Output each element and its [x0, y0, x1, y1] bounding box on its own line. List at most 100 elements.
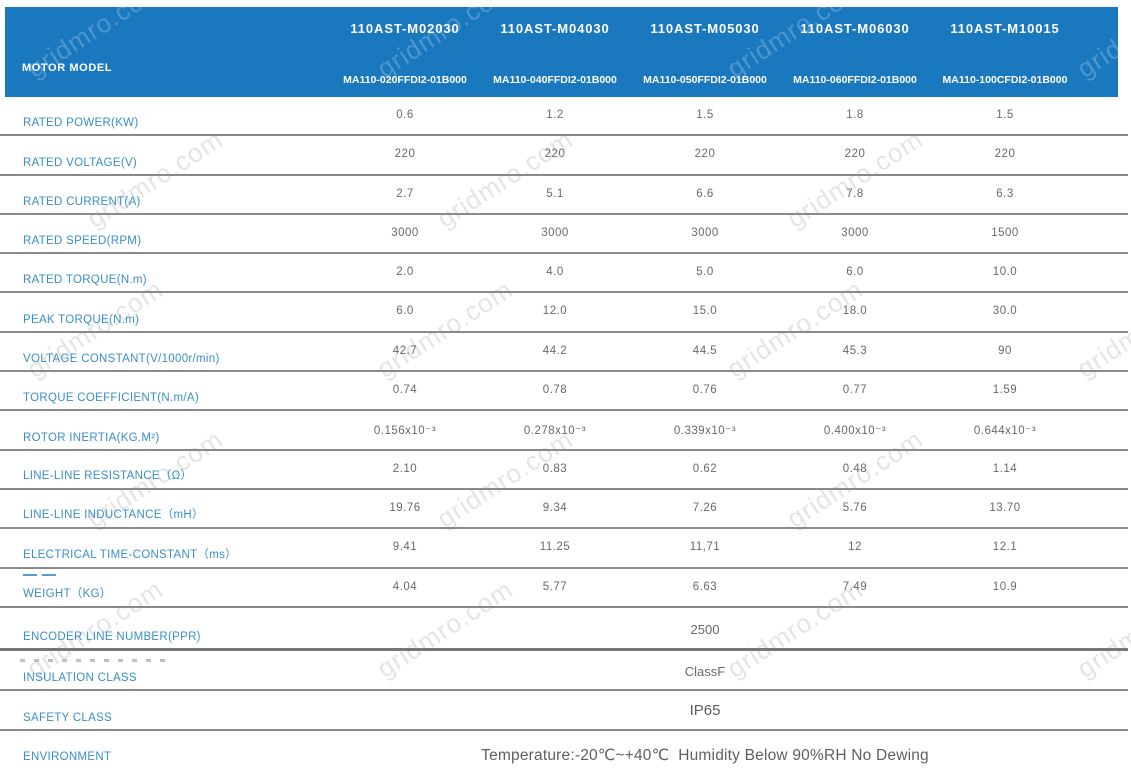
spec-value: 12: [848, 541, 862, 554]
spec-row: VOLTAGE CONSTANT(V/1000r/min) 42.7 44.2 44.…: [0, 333, 1128, 373]
spec-label: TORQUE COEFFICIENT(N.m/A): [23, 392, 199, 405]
spec-value: 0.156x10⁻³: [373, 425, 437, 438]
spec-value: 0.74: [392, 384, 418, 397]
spec-value: 15.0: [692, 305, 718, 318]
spec-value: 5.76: [842, 501, 868, 514]
spec-value: 19.76: [389, 501, 421, 514]
spec-value: 30.0: [992, 305, 1018, 318]
spec-value: 12.1: [992, 541, 1018, 554]
print-artifact-dashes: [23, 574, 56, 576]
spec-value-spanning: Temperature:-20℃~+40℃ Humidity Below 90%…: [481, 746, 929, 764]
spec-value-spanning: IP65: [689, 701, 721, 719]
model-part-number: MA110-100CFDI2-01B000: [942, 74, 1068, 86]
spec-value: 2.7: [396, 187, 414, 200]
spec-value: 7.49: [842, 580, 868, 593]
spec-row: LINE-LINE RESISTANCE（Ω） 2.10 0.83 0.62 0.48 1…: [0, 451, 1128, 490]
spec-row: RATED VOLTAGE(V) 220 220 220 220 220: [0, 136, 1128, 176]
spec-label: INSULATION CLASS: [23, 671, 137, 684]
spec-value: 6.3: [996, 187, 1014, 200]
spec-values: 19.76 9.34 7.26 5.76 13.70: [330, 502, 1080, 514]
print-artifact-dots: [20, 659, 170, 662]
spec-value: 1.5: [996, 109, 1014, 121]
spec-value: 1.8: [846, 109, 864, 121]
spec-row: RATED TORQUE(N.m) 2.0 4.0 5.0 6.0 10.0: [0, 254, 1128, 294]
spec-value: 6.63: [692, 580, 718, 593]
spec-value: 0.400x10⁻³: [823, 425, 887, 438]
spec-values: 9.41 11.25 11,71 12 12.1: [330, 541, 1080, 553]
model-number: 110AST-M10015: [950, 21, 1060, 36]
spec-value: 0.76: [692, 384, 718, 397]
spec-value: 1.59: [992, 384, 1018, 397]
spec-value: 0.83: [542, 462, 568, 475]
spec-value: 4.0: [546, 266, 564, 279]
spec-label: SAFETY CLASS: [23, 711, 113, 724]
spec-value: 1.5: [696, 109, 714, 121]
spec-value: 44.2: [542, 344, 568, 357]
spec-value: 0.339x10⁻³: [673, 425, 737, 438]
spec-value: 6.6: [696, 187, 714, 200]
spec-values: 2.0 4.0 5.0 6.0 10.0: [330, 266, 1080, 278]
spec-value: 220: [544, 148, 566, 161]
spec-label: ENCODER LINE NUMBER(PPR): [23, 630, 201, 643]
spec-values: 42.7 44.2 44.5 45.3 90: [330, 345, 1080, 357]
spec-row: INSULATION CLASS ClassF: [0, 651, 1128, 691]
spec-value: 9.34: [542, 501, 568, 514]
spec-value: 11,71: [689, 541, 721, 554]
spec-value-spanning: 2500: [690, 621, 720, 637]
spec-value: 0.644x10⁻³: [973, 425, 1037, 438]
spec-value: 1.14: [992, 462, 1018, 475]
motor-model-label: MOTOR MODEL: [22, 62, 113, 74]
spec-row: RATED POWER(KW) 0.6 1.2 1.5 1.8 1.5: [0, 97, 1128, 137]
spec-value: 5.77: [542, 580, 568, 593]
spec-value: 44.5: [692, 344, 718, 357]
spec-value: 220: [394, 148, 416, 161]
spec-value: 220: [694, 148, 716, 161]
model-number: 110AST-M04030: [500, 21, 610, 36]
spec-value: 2.0: [396, 266, 414, 279]
spec-value: 0.78: [542, 384, 568, 397]
spec-row: ENCODER LINE NUMBER(PPR) 2500: [0, 608, 1128, 651]
header-column: 110AST-M04030 MA110-040FFDI2-01B000: [480, 7, 630, 97]
header-column: 110AST-M06030 MA110-060FFDI2-01B000: [780, 7, 930, 97]
spec-value: 220: [844, 148, 866, 161]
spec-value: 5.1: [546, 187, 564, 200]
spec-value: 6.0: [846, 266, 864, 279]
spec-value: 11.25: [539, 541, 571, 554]
spec-value: 1.2: [546, 109, 564, 121]
spec-label: PEAK TORQUE(N.m): [23, 313, 140, 326]
model-number: 110AST-M05030: [650, 21, 760, 36]
spec-values: 3000 3000 3000 3000 1500: [330, 227, 1080, 239]
model-part-number: MA110-050FFDI2-01B000: [643, 74, 767, 86]
spec-label: RATED CURRENT(A): [23, 195, 141, 208]
spec-row: ENVIRONMENT Temperature:-20℃~+40℃ Humidit…: [0, 731, 1128, 768]
spec-value-spanning: ClassF: [684, 663, 726, 679]
spec-row: RATED SPEED(RPM) 3000 3000 3000 3000 1500: [0, 215, 1128, 255]
spec-label: RATED VOLTAGE(V): [23, 156, 138, 169]
spec-value: 0.77: [842, 384, 868, 397]
spec-value: 3000: [691, 226, 719, 239]
spec-value: 42.7: [392, 344, 418, 357]
spec-value: 7.26: [692, 501, 718, 514]
spec-value: 6.0: [396, 305, 414, 318]
model-part-number: MA110-020FFDI2-01B000: [343, 74, 467, 86]
spec-label: LINE-LINE RESISTANCE（Ω）: [23, 469, 193, 482]
table-header: gridmro.com gridmro.com gridmro.com gridmro…: [5, 7, 1118, 97]
spec-label: ELECTRICAL TIME-CONSTANT（ms）: [23, 548, 237, 561]
model-number: 110AST-M02030: [350, 21, 460, 36]
spec-label: VOLTAGE CONSTANT(V/1000r/min): [23, 353, 220, 366]
spec-label: ROTOR INERTIA(KG.M²): [23, 431, 160, 444]
spec-label: WEIGHT（KG）: [23, 587, 112, 600]
spec-row: ROTOR INERTIA(KG.M²) 0.156x10⁻³ 0.278x10⁻³…: [0, 411, 1128, 451]
spec-value: 1500: [991, 226, 1019, 239]
spec-value: 9.41: [392, 541, 418, 554]
spec-values: 0.156x10⁻³ 0.278x10⁻³ 0.339x10⁻³ 0.400x10⁻³…: [330, 423, 1080, 437]
spec-value: 12.0: [542, 305, 568, 318]
spec-value: 2.10: [392, 462, 418, 475]
spec-row: LINE-LINE INDUCTANCE（mH） 19.76 9.34 7.26 5.7…: [0, 490, 1128, 530]
spec-value: 10.9: [992, 580, 1018, 593]
spec-values: 0.6 1.2 1.5 1.8 1.5: [330, 109, 1080, 121]
spec-label: RATED TORQUE(N.m): [23, 274, 147, 287]
spec-rows: RATED POWER(KW) 0.6 1.2 1.5 1.8 1.5 RATED VOLT…: [0, 97, 1131, 768]
spec-values: 220 220 220 220 220: [330, 148, 1080, 160]
